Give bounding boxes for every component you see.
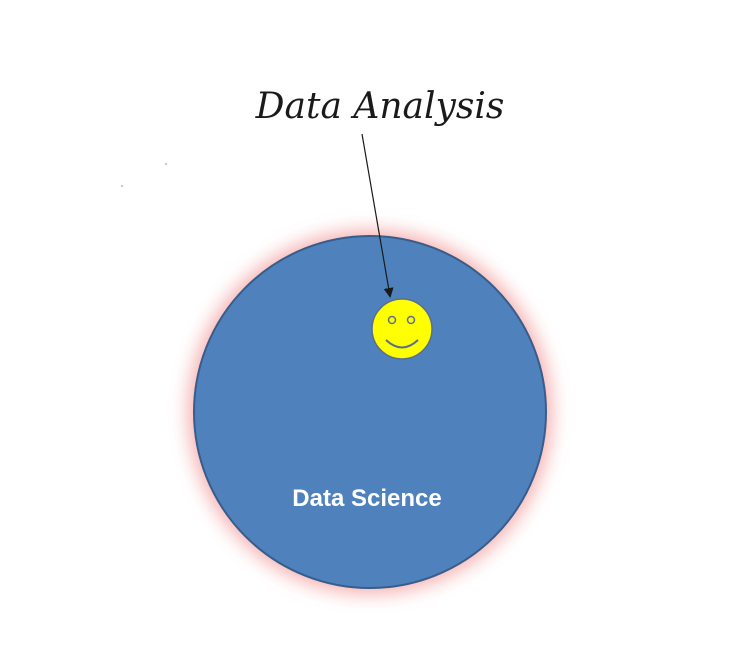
- data-science-circle: [193, 235, 547, 589]
- data-science-label: Data Science: [292, 485, 441, 512]
- arrow-icon: [361, 133, 394, 298]
- smiley-face-icon: [371, 298, 433, 360]
- speck: [121, 185, 123, 187]
- speck: [165, 163, 167, 165]
- data-analysis-label: Data Analysis: [255, 86, 505, 127]
